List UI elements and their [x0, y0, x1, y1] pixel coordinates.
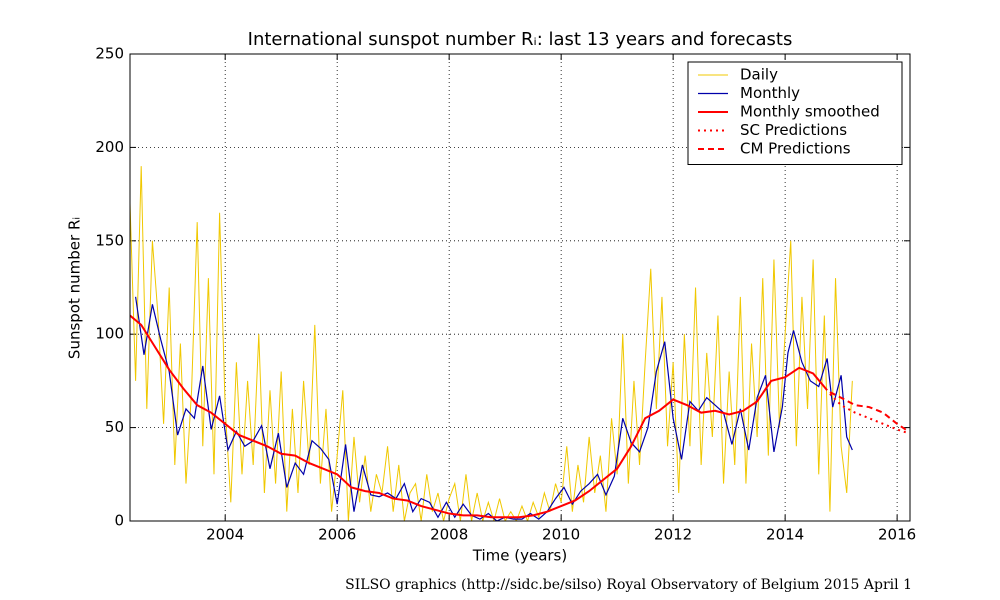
y-axis-label: Sunspot number Rᵢ	[66, 217, 84, 359]
y-tick-label: 100	[95, 325, 124, 343]
footer: SILSO graphics (http://sidc.be/silso) Ro…	[345, 577, 912, 593]
y-tick-label: 50	[105, 418, 124, 436]
legend-box	[687, 61, 903, 165]
x-tick-label: 2012	[654, 526, 692, 544]
series-line	[829, 391, 909, 433]
x-tick-label: 2016	[878, 526, 916, 544]
y-tick-label: 0	[114, 512, 124, 530]
legend-label: Daily	[740, 66, 778, 84]
series-line	[130, 314, 828, 519]
series-line	[130, 166, 853, 521]
legend-label: SC Predictions	[740, 121, 847, 139]
x-tick-label: 2014	[766, 526, 804, 544]
legend-label: CM Predictions	[740, 140, 851, 158]
legend-label: Monthly smoothed	[740, 103, 880, 121]
legend-label: Monthly	[740, 84, 800, 102]
y-tick-label: 150	[95, 231, 124, 249]
x-axis-label: Time (years)	[472, 547, 567, 565]
y-tick-label: 200	[95, 138, 124, 156]
x-tick-label: 2004	[206, 526, 244, 544]
x-tick-label: 2010	[542, 526, 580, 544]
x-tick-label: 2006	[318, 526, 356, 544]
y-tick-label: 250	[95, 45, 124, 63]
plot-frame	[129, 53, 911, 522]
series-line	[829, 393, 909, 435]
x-tick-label: 2008	[430, 526, 468, 544]
chart-title: International sunspot number Rᵢ: last 13…	[248, 29, 793, 50]
series-line	[135, 296, 853, 521]
